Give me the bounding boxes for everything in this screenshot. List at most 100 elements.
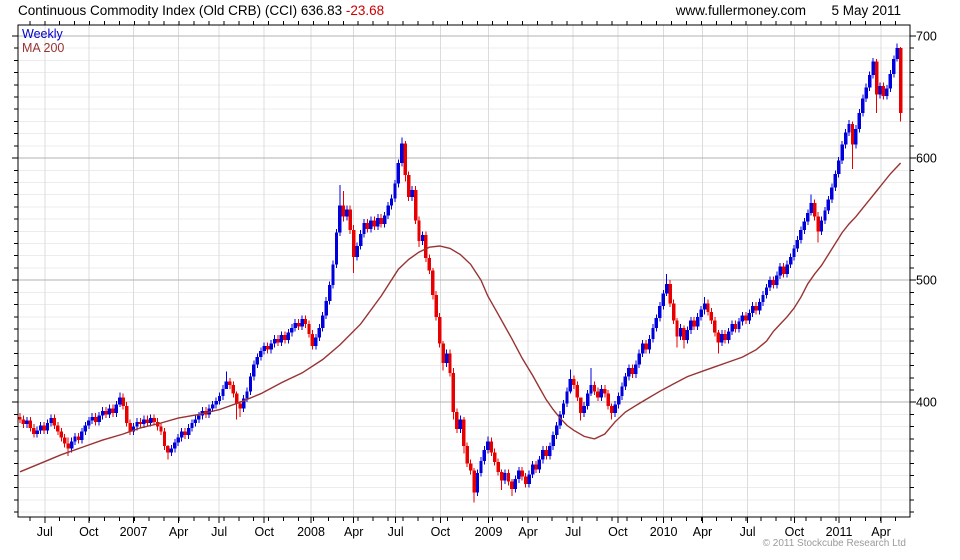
candle-body <box>754 305 758 311</box>
candle-body <box>665 283 669 294</box>
candle-body <box>90 416 94 421</box>
candle-body <box>376 217 380 227</box>
candle-body <box>833 173 837 188</box>
candle-body <box>881 86 886 96</box>
candle-body <box>393 183 397 199</box>
candle-body <box>620 386 624 397</box>
candle-body <box>654 318 659 328</box>
candle-body <box>630 368 635 375</box>
plot-border <box>17 24 911 518</box>
candle-body <box>52 418 57 426</box>
candle-body <box>424 234 428 259</box>
candle-body <box>878 86 882 95</box>
candle-body <box>341 205 346 217</box>
candle-body <box>186 427 191 436</box>
candle-body <box>265 346 270 350</box>
candle-body <box>76 436 81 441</box>
candle-body <box>372 220 377 227</box>
candle-body <box>444 353 449 364</box>
candle-body <box>290 327 294 333</box>
candle-body <box>781 266 786 275</box>
x-axis-label: Apr <box>693 525 712 539</box>
candle-body <box>45 422 50 431</box>
candle-body <box>840 144 844 161</box>
candle-body <box>637 353 641 365</box>
candle-body <box>757 302 762 311</box>
candle-body <box>135 421 139 427</box>
chart-title: Continuous Commodity Index (Old CRB) (CC… <box>18 3 384 18</box>
candle-body <box>675 320 679 337</box>
candle-body <box>272 338 277 344</box>
candle-body <box>455 412 459 430</box>
x-axis-label: Oct <box>431 525 451 539</box>
candle-body <box>351 230 356 257</box>
candle-body <box>345 209 349 217</box>
candle-body <box>179 431 184 438</box>
x-axis-label: Oct <box>608 525 628 539</box>
candle-body <box>310 333 315 347</box>
candle-body <box>458 419 463 430</box>
candle-body <box>80 431 84 441</box>
price-change-value: -23.68 <box>345 3 385 18</box>
x-axis-label: 2007 <box>120 525 148 539</box>
candle-body <box>427 258 432 271</box>
candle-body <box>269 343 273 350</box>
candle-body <box>761 294 765 303</box>
candle-body <box>640 343 645 354</box>
candle-body <box>224 381 229 389</box>
x-axis-label: 2008 <box>297 525 325 539</box>
candle-body <box>407 175 411 198</box>
candle-body <box>898 48 903 114</box>
candle-body <box>475 473 480 493</box>
candle-body <box>152 418 156 422</box>
candle-body <box>730 324 734 332</box>
candle-body <box>864 87 868 99</box>
candle-body <box>262 346 266 351</box>
candle-body <box>87 420 91 426</box>
candle-body <box>283 335 287 340</box>
candle-body <box>389 198 394 206</box>
candle-body <box>751 305 755 314</box>
candle-body <box>623 376 628 387</box>
website-link[interactable]: www.fullermoney.com <box>675 3 806 18</box>
candle-body <box>785 264 789 275</box>
candle-body <box>499 471 504 481</box>
x-axis-label: Jul <box>565 525 581 539</box>
candle-body <box>768 280 772 288</box>
candle-body <box>303 319 308 325</box>
candle-body <box>420 234 425 242</box>
candle-body <box>221 388 225 397</box>
candle-body <box>589 385 593 394</box>
x-axis-label: Apr <box>169 525 188 539</box>
x-axis-label: Jul <box>740 525 756 539</box>
x-axis-label: Oct <box>785 525 805 539</box>
candle-body <box>327 285 332 301</box>
candle-body <box>744 315 748 321</box>
x-axis-label: 2010 <box>650 525 678 539</box>
candle-body <box>231 385 235 394</box>
candle-body <box>149 418 153 423</box>
candle-body <box>775 275 779 286</box>
candle-body <box>49 418 53 423</box>
candle-body <box>489 441 493 453</box>
candle-body <box>706 303 710 312</box>
candle-body <box>142 419 146 425</box>
candle-body <box>448 353 452 373</box>
candle-body <box>819 220 824 232</box>
candle-body <box>334 232 339 265</box>
candle-body <box>362 222 366 234</box>
candle-body <box>183 431 187 436</box>
candle-body <box>97 415 101 422</box>
candle-body <box>885 88 889 96</box>
candle-body <box>788 256 793 265</box>
candle-body <box>651 327 655 339</box>
y-axis-label: 400 <box>916 396 937 410</box>
candle-body <box>713 320 717 333</box>
candle-body <box>493 452 497 463</box>
candle-body <box>379 217 383 224</box>
candle-body <box>25 420 29 425</box>
candle-body <box>627 368 631 377</box>
candle-body <box>307 324 311 334</box>
candle-body <box>403 143 407 176</box>
